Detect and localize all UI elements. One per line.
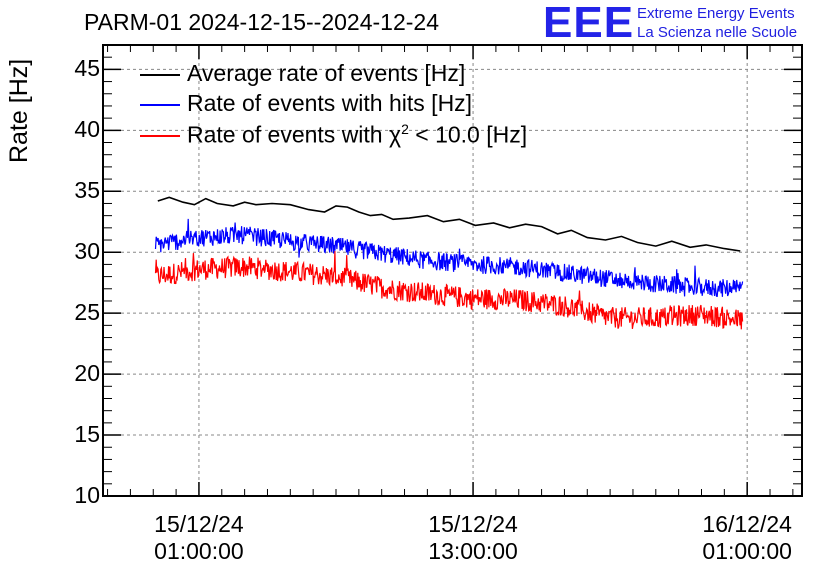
eee-logo: EEE bbox=[543, 0, 635, 47]
x-tick-label: 15/12/24 13:00:00 bbox=[403, 511, 543, 565]
y-tick-label: 20 bbox=[74, 360, 100, 387]
legend-label-average: Average rate of events [Hz] bbox=[187, 60, 466, 86]
x-tick-label: 15/12/24 01:00:00 bbox=[129, 511, 269, 565]
x-tick-time: 01:00:00 bbox=[702, 538, 792, 564]
x-tick-time: 13:00:00 bbox=[428, 538, 518, 564]
tick-marks bbox=[103, 44, 802, 497]
y-tick-label: 15 bbox=[74, 421, 100, 448]
legend-swatch-hits bbox=[140, 104, 180, 106]
logo-caption-line1: Extreme Energy Events bbox=[637, 5, 795, 22]
legend-swatch-chi2 bbox=[140, 135, 180, 137]
legend-label-chi2-post: < 10.0 [Hz] bbox=[408, 121, 528, 148]
legend-label-chi2-pre: Rate of events with bbox=[187, 121, 389, 148]
logo-caption-line2: La Scienza nelle Scuole bbox=[637, 24, 798, 41]
x-tick-time: 01:00:00 bbox=[154, 538, 244, 564]
y-tick-label: 30 bbox=[74, 238, 100, 265]
legend-label-hits: Rate of events with hits [Hz] bbox=[187, 90, 473, 116]
chi-exponent: 2 bbox=[401, 121, 409, 137]
series-line-average bbox=[157, 196, 741, 252]
y-tick-label: 25 bbox=[74, 299, 100, 326]
chart-title: PARM-01 2024-12-15--2024-12-24 bbox=[84, 9, 439, 35]
chi-symbol: χ bbox=[389, 121, 402, 148]
series-layer bbox=[154, 196, 744, 330]
x-tick-date: 15/12/24 bbox=[154, 511, 244, 537]
plot-frame bbox=[102, 44, 803, 497]
logo-caption: Extreme Energy Events La Scienza nelle S… bbox=[637, 4, 797, 42]
legend-label-chi2: Rate of events with χ2 < 10.0 [Hz] bbox=[187, 121, 527, 149]
legend-swatch-average bbox=[140, 74, 180, 76]
series-line-hits bbox=[154, 218, 744, 297]
y-tick-label: 35 bbox=[74, 177, 100, 204]
y-tick-label: 40 bbox=[74, 116, 100, 143]
x-tick-date: 15/12/24 bbox=[428, 511, 518, 537]
x-tick-label: 16/12/24 01:00:00 bbox=[677, 511, 817, 565]
series-line-chi2 bbox=[154, 250, 744, 330]
y-tick-label: 10 bbox=[74, 482, 100, 508]
x-tick-date: 16/12/24 bbox=[702, 511, 792, 537]
y-tick-label: 45 bbox=[74, 55, 100, 82]
